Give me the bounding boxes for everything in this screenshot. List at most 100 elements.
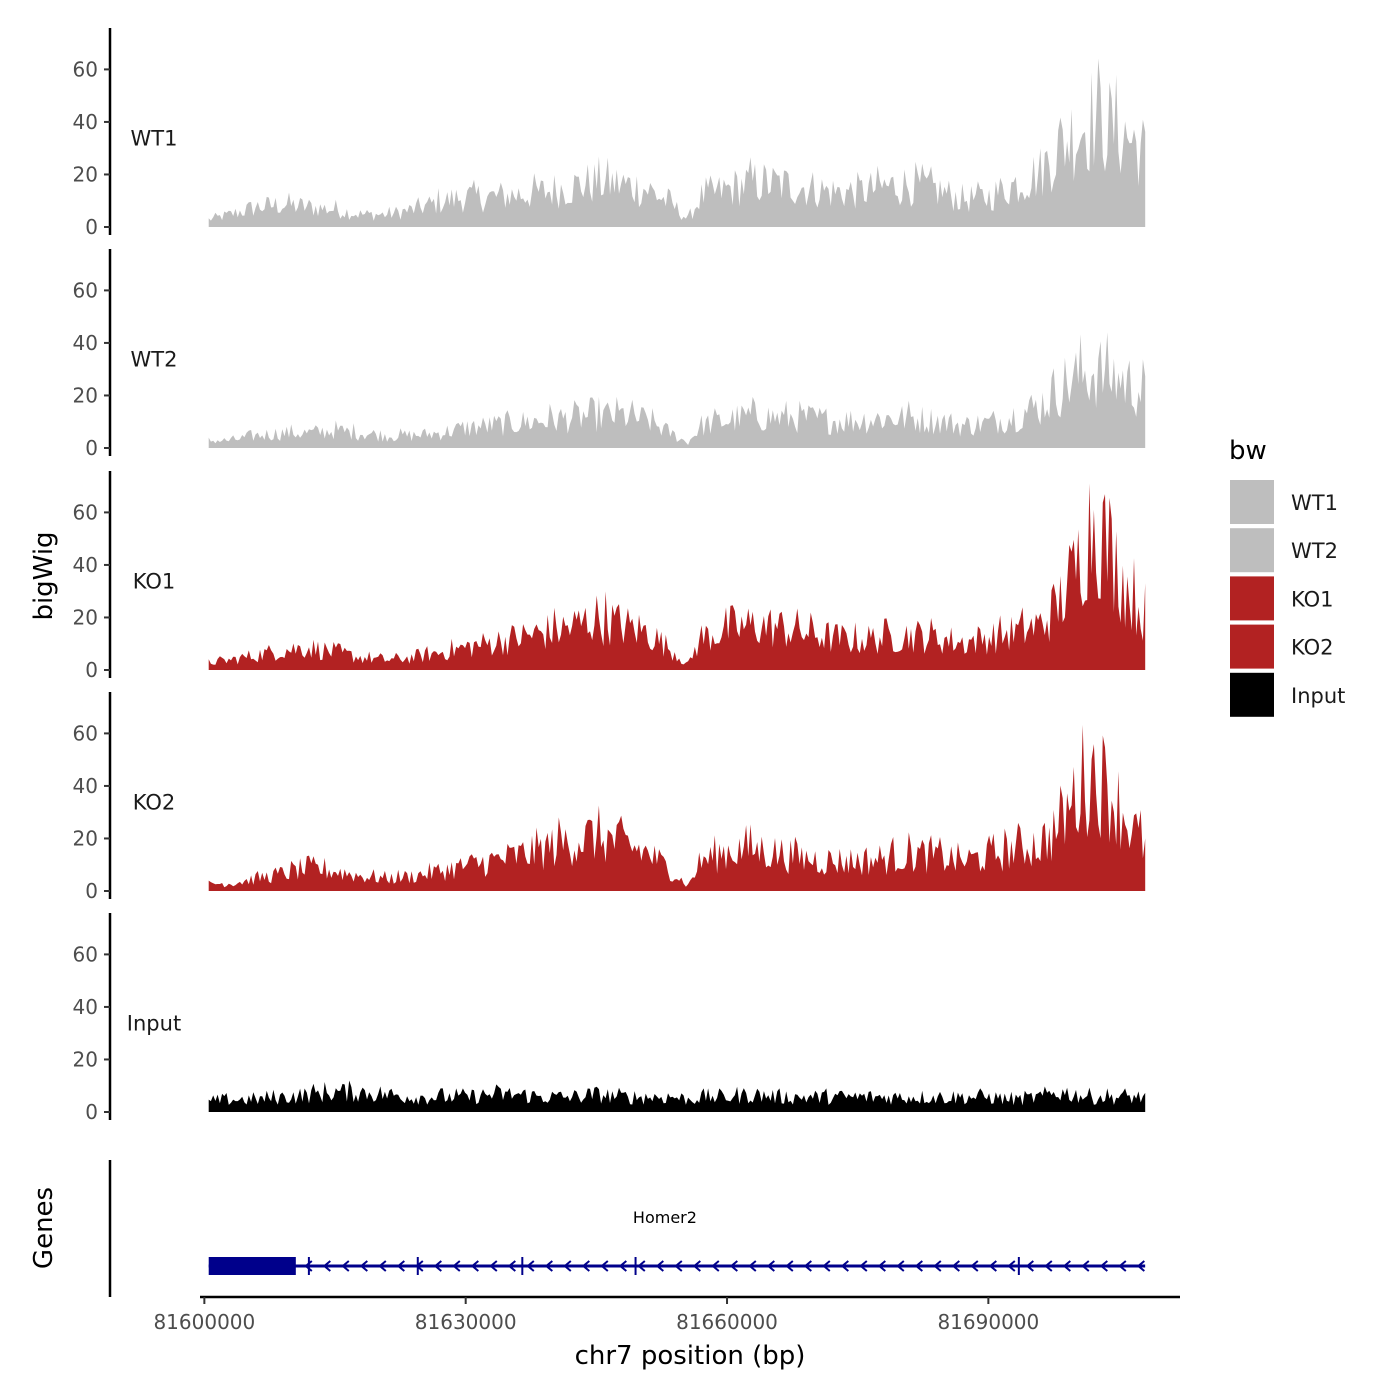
strand-arrow [1099, 1260, 1108, 1272]
strand-arrow [1062, 1260, 1071, 1272]
y-tick-label: 40 [73, 553, 98, 577]
legend-label-ko2: KO2 [1291, 636, 1334, 660]
strand-arrow [822, 1260, 831, 1272]
track-ko1: 0 20 40 60 KO1 [73, 471, 1146, 682]
y-tick-label: 0 [85, 1100, 98, 1124]
strand-arrow [618, 1260, 627, 1272]
y-tick-label: 60 [73, 278, 98, 302]
legend: bw WT1 WT2 KO1 KO2 Input [1229, 436, 1345, 717]
legend-label-wt2: WT2 [1291, 539, 1338, 563]
x-tick-label: 81690000 [937, 1310, 1039, 1334]
strand-arrow [600, 1260, 609, 1272]
track-wt2: 0 20 40 60 WT2 [73, 249, 1146, 460]
strand-arrow [951, 1260, 960, 1272]
x-tick-label: 81630000 [415, 1310, 517, 1334]
strand-arrow [526, 1260, 535, 1272]
legend-label-input: Input [1291, 684, 1345, 708]
legend-label-wt1: WT1 [1291, 491, 1338, 515]
strand-arrow [655, 1260, 664, 1272]
strand-arrow [674, 1260, 683, 1272]
y-axis-title: bigWig [29, 531, 59, 620]
y-tick-label: 0 [85, 658, 98, 682]
track-label: WT2 [131, 348, 178, 372]
strand-arrow [359, 1260, 368, 1272]
legend-swatch-input [1230, 672, 1274, 717]
y-tick-label: 20 [73, 826, 98, 850]
y-tick-label: 60 [73, 500, 98, 524]
gene-label: Homer2 [633, 1208, 697, 1227]
y-tick-label: 40 [73, 110, 98, 134]
legend-label-ko1: KO1 [1291, 587, 1334, 611]
strand-arrow [341, 1260, 350, 1272]
strand-arrow [1044, 1260, 1053, 1272]
strand-arrow [489, 1260, 498, 1272]
gene-panel: Homer2 [108, 1160, 1146, 1297]
track-ko2: 0 20 40 60 KO2 [73, 692, 1146, 903]
y-tick-label: 20 [73, 1047, 98, 1071]
strand-arrow [415, 1260, 424, 1272]
y-tick-label: 60 [73, 57, 98, 81]
strand-arrow [544, 1260, 553, 1272]
strand-arrow [914, 1260, 923, 1272]
strand-arrow [396, 1260, 405, 1272]
y-tick-label: 20 [73, 162, 98, 186]
coverage-area-wt2 [208, 332, 1146, 448]
legend-swatch-ko1 [1230, 576, 1274, 621]
strand-arrow [933, 1260, 942, 1272]
gene-exon-block [208, 1257, 296, 1275]
strand-arrow [859, 1260, 868, 1272]
y-tick-label: 0 [85, 215, 98, 239]
track-label: KO1 [133, 570, 176, 594]
strand-arrow [711, 1260, 720, 1272]
coverage-area-input [208, 1080, 1146, 1112]
strand-arrow [581, 1260, 590, 1272]
y-tick-label: 20 [73, 383, 98, 407]
strand-arrow [378, 1260, 387, 1272]
legend-swatch-ko2 [1230, 624, 1274, 669]
strand-arrow [748, 1260, 757, 1272]
genes-axis-title: Genes [29, 1187, 59, 1269]
strand-arrow [803, 1260, 812, 1272]
strand-arrow [988, 1260, 997, 1272]
coverage-area-ko2 [208, 724, 1146, 891]
y-tick-label: 40 [73, 331, 98, 355]
strand-arrow [433, 1260, 442, 1272]
y-tick-label: 60 [73, 942, 98, 966]
strand-arrow [637, 1260, 646, 1272]
x-tick-label: 81600000 [153, 1310, 255, 1334]
strand-arrow [970, 1260, 979, 1272]
y-tick-label: 60 [73, 721, 98, 745]
x-axis-title: chr7 position (bp) [575, 1341, 806, 1371]
strand-arrow [322, 1260, 331, 1272]
x-axis: 81600000 81630000 81660000 81690000 [153, 1295, 1180, 1334]
y-tick-label: 40 [73, 995, 98, 1019]
strand-arrow [507, 1260, 516, 1272]
strand-arrow [766, 1260, 775, 1272]
coverage-area-wt1 [208, 58, 1146, 227]
track-label: KO2 [133, 791, 176, 815]
strand-arrow [729, 1260, 738, 1272]
y-tick-label: 0 [85, 436, 98, 460]
strand-arrow [452, 1260, 461, 1272]
track-label: Input [127, 1012, 181, 1036]
coverage-area-ko1 [208, 483, 1146, 670]
y-tick-label: 40 [73, 774, 98, 798]
strand-arrow [304, 1260, 313, 1272]
strand-arrow [1025, 1260, 1034, 1272]
strand-arrow [877, 1260, 886, 1272]
strand-arrow [785, 1260, 794, 1272]
track-label: WT1 [131, 127, 178, 151]
x-tick-label: 81660000 [676, 1310, 778, 1334]
strand-arrow [470, 1260, 479, 1272]
strand-arrow [1081, 1260, 1090, 1272]
strand-arrow [1118, 1260, 1127, 1272]
track-input: 0 20 40 60 Input [73, 913, 1146, 1124]
legend-swatch-wt1 [1230, 480, 1274, 524]
strand-arrow [1007, 1260, 1016, 1272]
track-wt1: 0 20 40 60 WT1 [73, 28, 1146, 239]
y-tick-label: 0 [85, 879, 98, 903]
strand-arrow [1136, 1260, 1145, 1272]
strand-arrow [840, 1260, 849, 1272]
strand-arrow [563, 1260, 572, 1272]
